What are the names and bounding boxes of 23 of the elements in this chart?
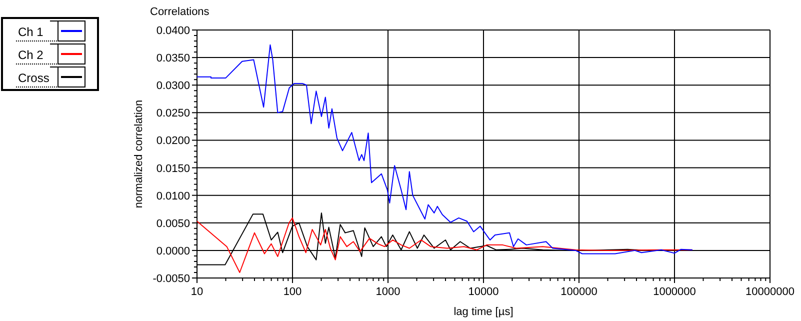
legend-label: Cross — [18, 71, 50, 85]
x-tick-label: 100000 — [560, 286, 598, 298]
x-tick-label: 100 — [283, 286, 302, 298]
chart-title: Correlations — [150, 6, 210, 18]
x-axis-title: lag time [µs] — [454, 306, 514, 318]
y-tick-label: 0.0000 — [156, 245, 190, 258]
x-tick-label: 1000 — [376, 286, 400, 298]
y-tick-label: 0.0350 — [156, 52, 190, 65]
x-tick-label: 1000000 — [653, 286, 696, 298]
y-tick-label: 0.0200 — [156, 135, 190, 148]
y-tick-label: 0.0250 — [156, 108, 190, 120]
y-tick-label: 0.0050 — [156, 218, 190, 230]
y-tick-label: 0.0100 — [156, 190, 190, 202]
x-tick-label: 10000000 — [746, 286, 794, 298]
x-tick-label: 10 — [190, 286, 204, 298]
y-tick-label: 0.0400 — [156, 25, 190, 37]
legend-label: Ch 1 — [18, 25, 44, 39]
y-tick-label: 0.0150 — [156, 162, 190, 175]
y-tick-label: -0.0050 — [152, 273, 190, 285]
y-tick-label: 0.0300 — [156, 80, 190, 92]
legend-label: Ch 2 — [18, 48, 44, 62]
y-axis-title: normalized correlation — [133, 100, 145, 208]
x-tick-label: 10000 — [468, 286, 499, 298]
